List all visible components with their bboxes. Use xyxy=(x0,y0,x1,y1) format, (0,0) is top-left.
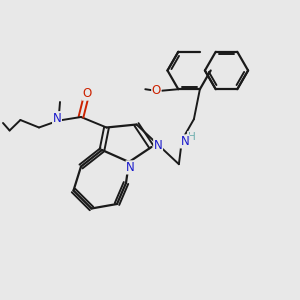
Text: H: H xyxy=(188,132,195,142)
Text: N: N xyxy=(52,112,62,125)
Text: O: O xyxy=(82,87,91,100)
Text: N: N xyxy=(126,161,135,174)
Text: N: N xyxy=(154,139,163,152)
Text: O: O xyxy=(152,84,161,97)
Text: N: N xyxy=(181,135,189,148)
